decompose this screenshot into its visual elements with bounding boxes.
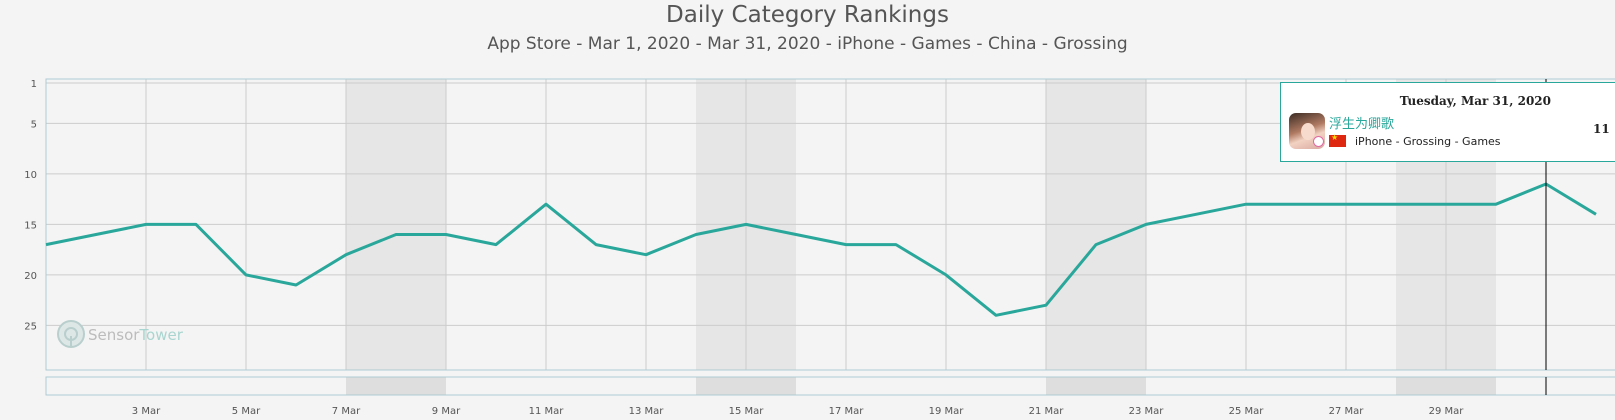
x-tick-label: 7 Mar xyxy=(332,406,361,417)
china-flag-icon: ★ xyxy=(1329,133,1346,147)
navigator-band-0 xyxy=(346,377,446,395)
app-avatar-icon xyxy=(1289,113,1325,149)
x-axis-labels: 3 Mar 5 Mar 7 Mar 9 Mar 11 Mar 13 Mar 15 Mar 17… xyxy=(132,406,1464,417)
y-tick-label: 25 xyxy=(24,321,37,332)
tooltip: Tuesday, Mar 31, 2020 浮生为卿歌 ★ iPhone - G… xyxy=(1280,82,1615,162)
y-tick-label: 5 xyxy=(31,119,37,130)
chart-title: Daily Category Rankings xyxy=(666,2,949,28)
x-tick-label: 5 Mar xyxy=(232,406,261,417)
svg-text:SensorTower: SensorTower xyxy=(88,326,184,344)
series-line-0 xyxy=(45,182,1597,317)
x-tick-label: 9 Mar xyxy=(432,406,461,417)
x-tick-label: 23 Mar xyxy=(1129,406,1165,417)
chart-subtitle: App Store - Mar 1, 2020 - Mar 31, 2020 -… xyxy=(487,34,1128,54)
plot-frame xyxy=(45,78,1615,371)
watermark-tower: Tower xyxy=(138,326,183,344)
tooltip-rank: 11 xyxy=(1593,122,1610,136)
x-tick-label: 13 Mar xyxy=(629,406,665,417)
x-tick-label: 21 Mar xyxy=(1029,406,1065,417)
x-tick-label: 17 Mar xyxy=(829,406,865,417)
x-tick-label: 25 Mar xyxy=(1229,406,1265,417)
y-tick-label: 15 xyxy=(24,220,37,231)
navigator-band-3 xyxy=(1396,377,1496,395)
x-tick-label: 15 Mar xyxy=(729,406,765,417)
y-tick-label: 10 xyxy=(24,170,37,181)
navigator-frame xyxy=(45,376,1615,396)
plot-border xyxy=(45,78,1615,371)
x-tick-label: 3 Mar xyxy=(132,406,161,417)
x-tick-label: 27 Mar xyxy=(1329,406,1365,417)
navigator-band-2 xyxy=(1046,377,1146,395)
navigator-scrollbar[interactable] xyxy=(45,376,1615,396)
y-tick-label: 20 xyxy=(24,271,37,282)
watermark-sensor: Sensor xyxy=(88,326,140,344)
x-tick-label: 29 Mar xyxy=(1429,406,1465,417)
series-layer xyxy=(45,182,1597,317)
x-tick-label: 19 Mar xyxy=(929,406,965,417)
x-tick-label: 11 Mar xyxy=(529,406,565,417)
sensortower-watermark: SensorTower xyxy=(57,320,184,348)
navigator-band-1 xyxy=(696,377,796,395)
tooltip-date: Tuesday, Mar 31, 2020 xyxy=(1399,94,1551,108)
y-tick-label: 1 xyxy=(31,79,37,90)
watermark-logo-icon xyxy=(57,320,85,348)
tooltip-app-name[interactable]: 浮生为卿歌 xyxy=(1329,117,1395,132)
tooltip-category: iPhone - Grossing - Games xyxy=(1355,135,1501,148)
